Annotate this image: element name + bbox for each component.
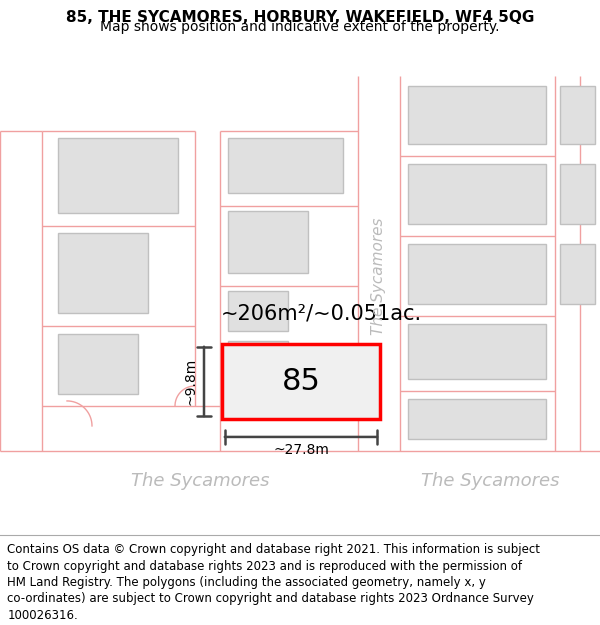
Bar (228, 341, 288, 391)
Bar (228, 138, 343, 193)
Bar (408, 324, 546, 379)
Bar (408, 399, 546, 439)
Bar (58, 334, 138, 394)
Bar (222, 344, 380, 419)
Text: 100026316.: 100026316. (7, 609, 78, 622)
Bar (408, 86, 546, 144)
Bar (58, 138, 178, 213)
Bar (560, 164, 595, 224)
Text: ~9.8m: ~9.8m (184, 357, 198, 405)
Bar (560, 86, 595, 144)
Text: HM Land Registry. The polygons (including the associated geometry, namely x, y: HM Land Registry. The polygons (includin… (7, 576, 486, 589)
Text: The Sycamores: The Sycamores (371, 217, 386, 335)
Text: 85: 85 (281, 367, 320, 396)
Bar (560, 244, 595, 304)
Bar (408, 244, 546, 304)
Text: ~206m²/~0.051ac.: ~206m²/~0.051ac. (220, 304, 422, 324)
Text: ~27.8m: ~27.8m (273, 443, 329, 457)
Text: co-ordinates) are subject to Crown copyright and database rights 2023 Ordnance S: co-ordinates) are subject to Crown copyr… (7, 592, 534, 606)
Text: 85, THE SYCAMORES, HORBURY, WAKEFIELD, WF4 5QG: 85, THE SYCAMORES, HORBURY, WAKEFIELD, W… (66, 9, 534, 24)
Bar (228, 211, 308, 273)
Bar (228, 291, 288, 331)
Text: The Sycamores: The Sycamores (131, 472, 269, 490)
Text: Contains OS data © Crown copyright and database right 2021. This information is : Contains OS data © Crown copyright and d… (7, 543, 540, 556)
Bar (408, 164, 546, 224)
Bar (58, 233, 148, 313)
Text: The Sycamores: The Sycamores (421, 472, 559, 490)
Text: to Crown copyright and database rights 2023 and is reproduced with the permissio: to Crown copyright and database rights 2… (7, 560, 522, 572)
Text: Map shows position and indicative extent of the property.: Map shows position and indicative extent… (100, 20, 500, 34)
